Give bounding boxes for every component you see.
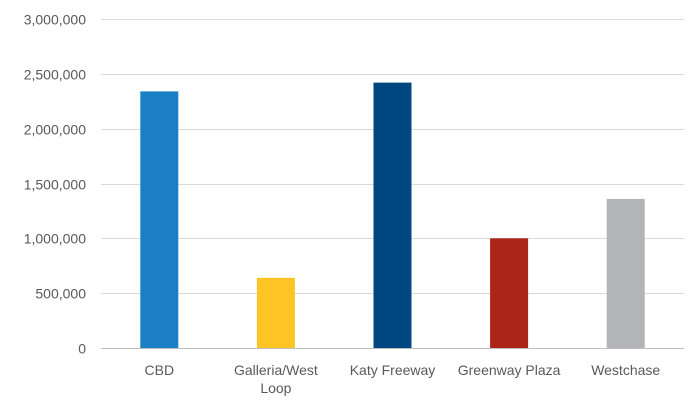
y-tick-label: 1,000,000 — [24, 231, 86, 247]
y-tick-label: 1,500,000 — [24, 177, 86, 193]
bar-westchase — [606, 198, 645, 348]
y-tick-label: 2,000,000 — [24, 122, 86, 138]
y-axis-tick-labels: 0 500,000 1,000,000 1,500,000 2,000,000 2,500… — [24, 12, 87, 357]
bar-katy-freeway — [373, 82, 412, 348]
y-tick-label: 3,000,000 — [24, 12, 86, 28]
x-tick-label-line: Katy Freeway — [350, 362, 436, 378]
x-tick-label-line: Loop — [260, 380, 291, 396]
x-tick-label: Galleria/West Loop — [234, 362, 318, 396]
y-tick-label: 2,500,000 — [24, 67, 86, 83]
x-tick-label: Greenway Plaza — [458, 362, 561, 378]
bars — [140, 82, 645, 349]
bar-galleria-west-loop — [256, 277, 295, 348]
x-tick-label-line: Westchase — [591, 362, 660, 378]
bar-cbd — [140, 91, 179, 349]
x-tick-label-line: Greenway Plaza — [458, 362, 561, 378]
x-axis-tick-labels: CBD Galleria/West Loop Katy Freeway Greenway… — [145, 362, 661, 396]
bar-greenway-plaza — [490, 238, 529, 348]
x-tick-label-line: Galleria/West — [234, 362, 318, 378]
x-tick-label-line: CBD — [145, 362, 175, 378]
x-tick-label: Westchase — [591, 362, 660, 378]
y-tick-label: 500,000 — [35, 286, 86, 302]
y-tick-label: 0 — [78, 341, 86, 357]
x-tick-label: Katy Freeway — [350, 362, 436, 378]
x-tick-label: CBD — [145, 362, 175, 378]
